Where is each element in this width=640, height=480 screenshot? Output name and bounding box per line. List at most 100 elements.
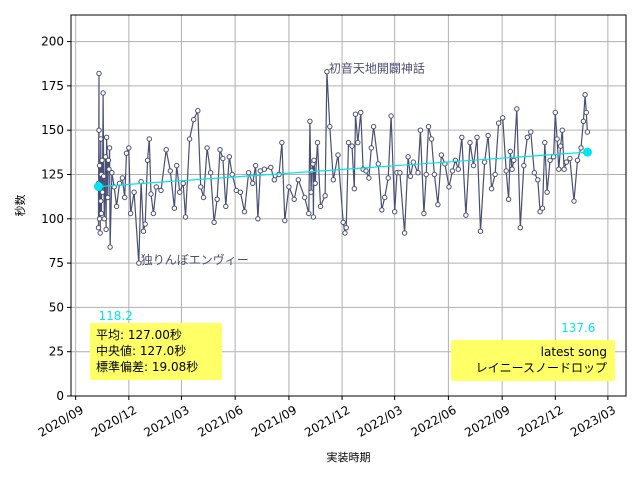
data-point — [435, 201, 441, 208]
data-point — [150, 210, 157, 217]
data-point — [423, 171, 429, 178]
data-point — [509, 166, 515, 172]
data-point — [306, 210, 312, 217]
data-point — [106, 166, 112, 172]
data-point — [583, 109, 589, 116]
data-point — [310, 214, 317, 220]
data-point — [307, 118, 313, 125]
data-point — [271, 177, 277, 183]
data-point — [544, 189, 550, 195]
data-point — [100, 90, 106, 96]
data-point — [99, 189, 106, 195]
trend-start-label: 118.2 — [98, 309, 132, 323]
y-tick-label: 200 — [41, 35, 64, 49]
data-point — [122, 194, 128, 201]
data-point — [563, 159, 570, 165]
data-point — [308, 189, 314, 195]
data-point — [140, 228, 147, 234]
data-point — [101, 216, 108, 222]
data-point — [105, 194, 111, 201]
trend-end-label: 137.6 — [561, 321, 595, 335]
plot-area-frame — [70, 14, 627, 397]
data-point — [449, 168, 456, 174]
data-point — [142, 221, 148, 227]
data-point — [311, 157, 317, 164]
data-point — [379, 207, 385, 213]
data-point — [531, 170, 537, 176]
data-point — [438, 152, 445, 158]
data-point — [148, 191, 154, 197]
trend-end-marker — [582, 147, 592, 157]
data-point — [556, 166, 562, 172]
data-point — [470, 162, 477, 169]
data-point — [528, 129, 534, 135]
stats-stddev: 標準偏差: 19.08秒 — [96, 359, 198, 374]
data-point — [174, 162, 180, 169]
data-point — [500, 115, 506, 121]
data-point — [578, 145, 584, 151]
data-point — [302, 194, 308, 201]
data-point — [220, 155, 226, 162]
data-point — [291, 196, 297, 203]
data-point — [407, 173, 414, 180]
data-point — [105, 157, 112, 164]
data-point — [547, 157, 553, 164]
data-point — [539, 205, 546, 211]
data-point — [368, 145, 374, 151]
data-point — [131, 189, 137, 195]
data-point — [521, 162, 527, 169]
data-point — [96, 70, 102, 77]
data-point — [223, 203, 229, 210]
data-point — [335, 152, 341, 158]
data-point — [495, 120, 502, 126]
data-point — [446, 184, 452, 190]
data-point — [366, 175, 372, 181]
data-point — [554, 136, 560, 142]
data-point — [207, 170, 214, 176]
data-point — [237, 189, 244, 195]
data-point — [96, 162, 103, 169]
stats-box-background — [90, 323, 222, 380]
data-point — [584, 129, 591, 135]
data-point — [571, 198, 577, 204]
data-point — [388, 113, 394, 119]
trend-segment — [98, 151, 588, 188]
data-point — [561, 166, 567, 172]
data-point — [198, 184, 204, 190]
latest-song-title: レイニースノードロップ — [476, 361, 607, 375]
annotation-max-song: 初音天地開闢神話 — [329, 61, 425, 76]
data-point — [250, 180, 256, 187]
data-point — [542, 139, 548, 146]
stats-mean: 平均: 127.00秒 — [96, 328, 182, 342]
data-point — [582, 92, 588, 98]
data-point — [113, 203, 120, 210]
y-tick-label: 125 — [41, 167, 64, 181]
data-point — [349, 143, 355, 149]
data-point — [261, 166, 268, 172]
data-point — [171, 205, 178, 211]
data-point — [459, 134, 465, 141]
trend-line — [93, 147, 592, 192]
data-point — [163, 147, 169, 153]
data-point — [574, 157, 581, 164]
data-point — [182, 214, 189, 220]
data-point — [485, 132, 491, 139]
y-tick-label: 75 — [49, 256, 64, 270]
data-point — [103, 226, 109, 233]
data-point — [340, 219, 346, 226]
data-point — [286, 184, 292, 190]
data-point — [214, 196, 220, 203]
data-point — [343, 225, 349, 231]
data-point — [217, 147, 223, 153]
data-point — [186, 136, 193, 142]
data-point — [180, 180, 186, 187]
data-point — [226, 154, 233, 160]
data-point — [330, 177, 336, 183]
data-point — [507, 148, 513, 155]
data-point — [119, 175, 126, 181]
x-axis-label: 実装時期 — [327, 450, 371, 464]
data-point — [295, 177, 301, 183]
stats-median: 中央値: 127.0秒 — [96, 343, 186, 358]
data-point — [177, 189, 183, 195]
